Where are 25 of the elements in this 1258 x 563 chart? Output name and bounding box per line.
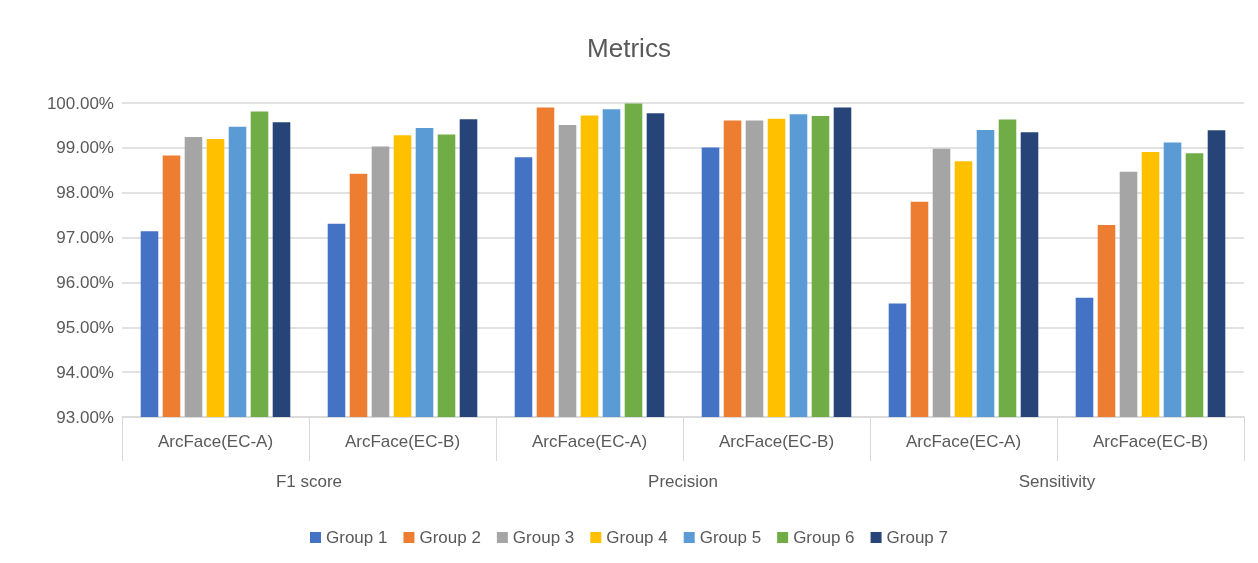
y-tick-label: 96.00% [56, 272, 114, 292]
legend-label: Group 4 [606, 528, 668, 547]
legend-label: Group 6 [793, 528, 855, 547]
legend-label: Group 3 [512, 528, 575, 547]
legend-label: Group 7 [886, 528, 948, 547]
x-tick-label: ArcFace(EC-B) [1092, 432, 1209, 451]
x-tick-label: ArcFace(EC-B) [344, 432, 461, 451]
legend-label: Group 1 [326, 528, 388, 547]
legend-label: Group 2 [419, 528, 481, 547]
y-tick-label: 99.00% [56, 138, 114, 158]
x-tick-label: ArcFace(EC-A) [905, 432, 1022, 451]
chart-title: Metrics [587, 33, 671, 63]
text: F1 score [275, 472, 343, 491]
text: Sensitivity [1018, 472, 1096, 491]
y-tick-label: 100.00% [46, 93, 114, 113]
legend-label: Group 5 [699, 528, 762, 547]
y-tick-label: 93.00% [56, 407, 114, 427]
x-tick-label: ArcFace(EC-A) [157, 432, 274, 451]
y-tick-label: 97.00% [56, 228, 114, 248]
y-tick-label: 95.00% [56, 317, 114, 337]
y-tick-label: 98.00% [56, 183, 114, 203]
y-tick-label: 94.00% [56, 362, 114, 382]
x-tick-label: ArcFace(EC-A) [531, 432, 648, 451]
x-tick-label: ArcFace(EC-B) [718, 432, 835, 451]
text: Precision [648, 472, 718, 491]
